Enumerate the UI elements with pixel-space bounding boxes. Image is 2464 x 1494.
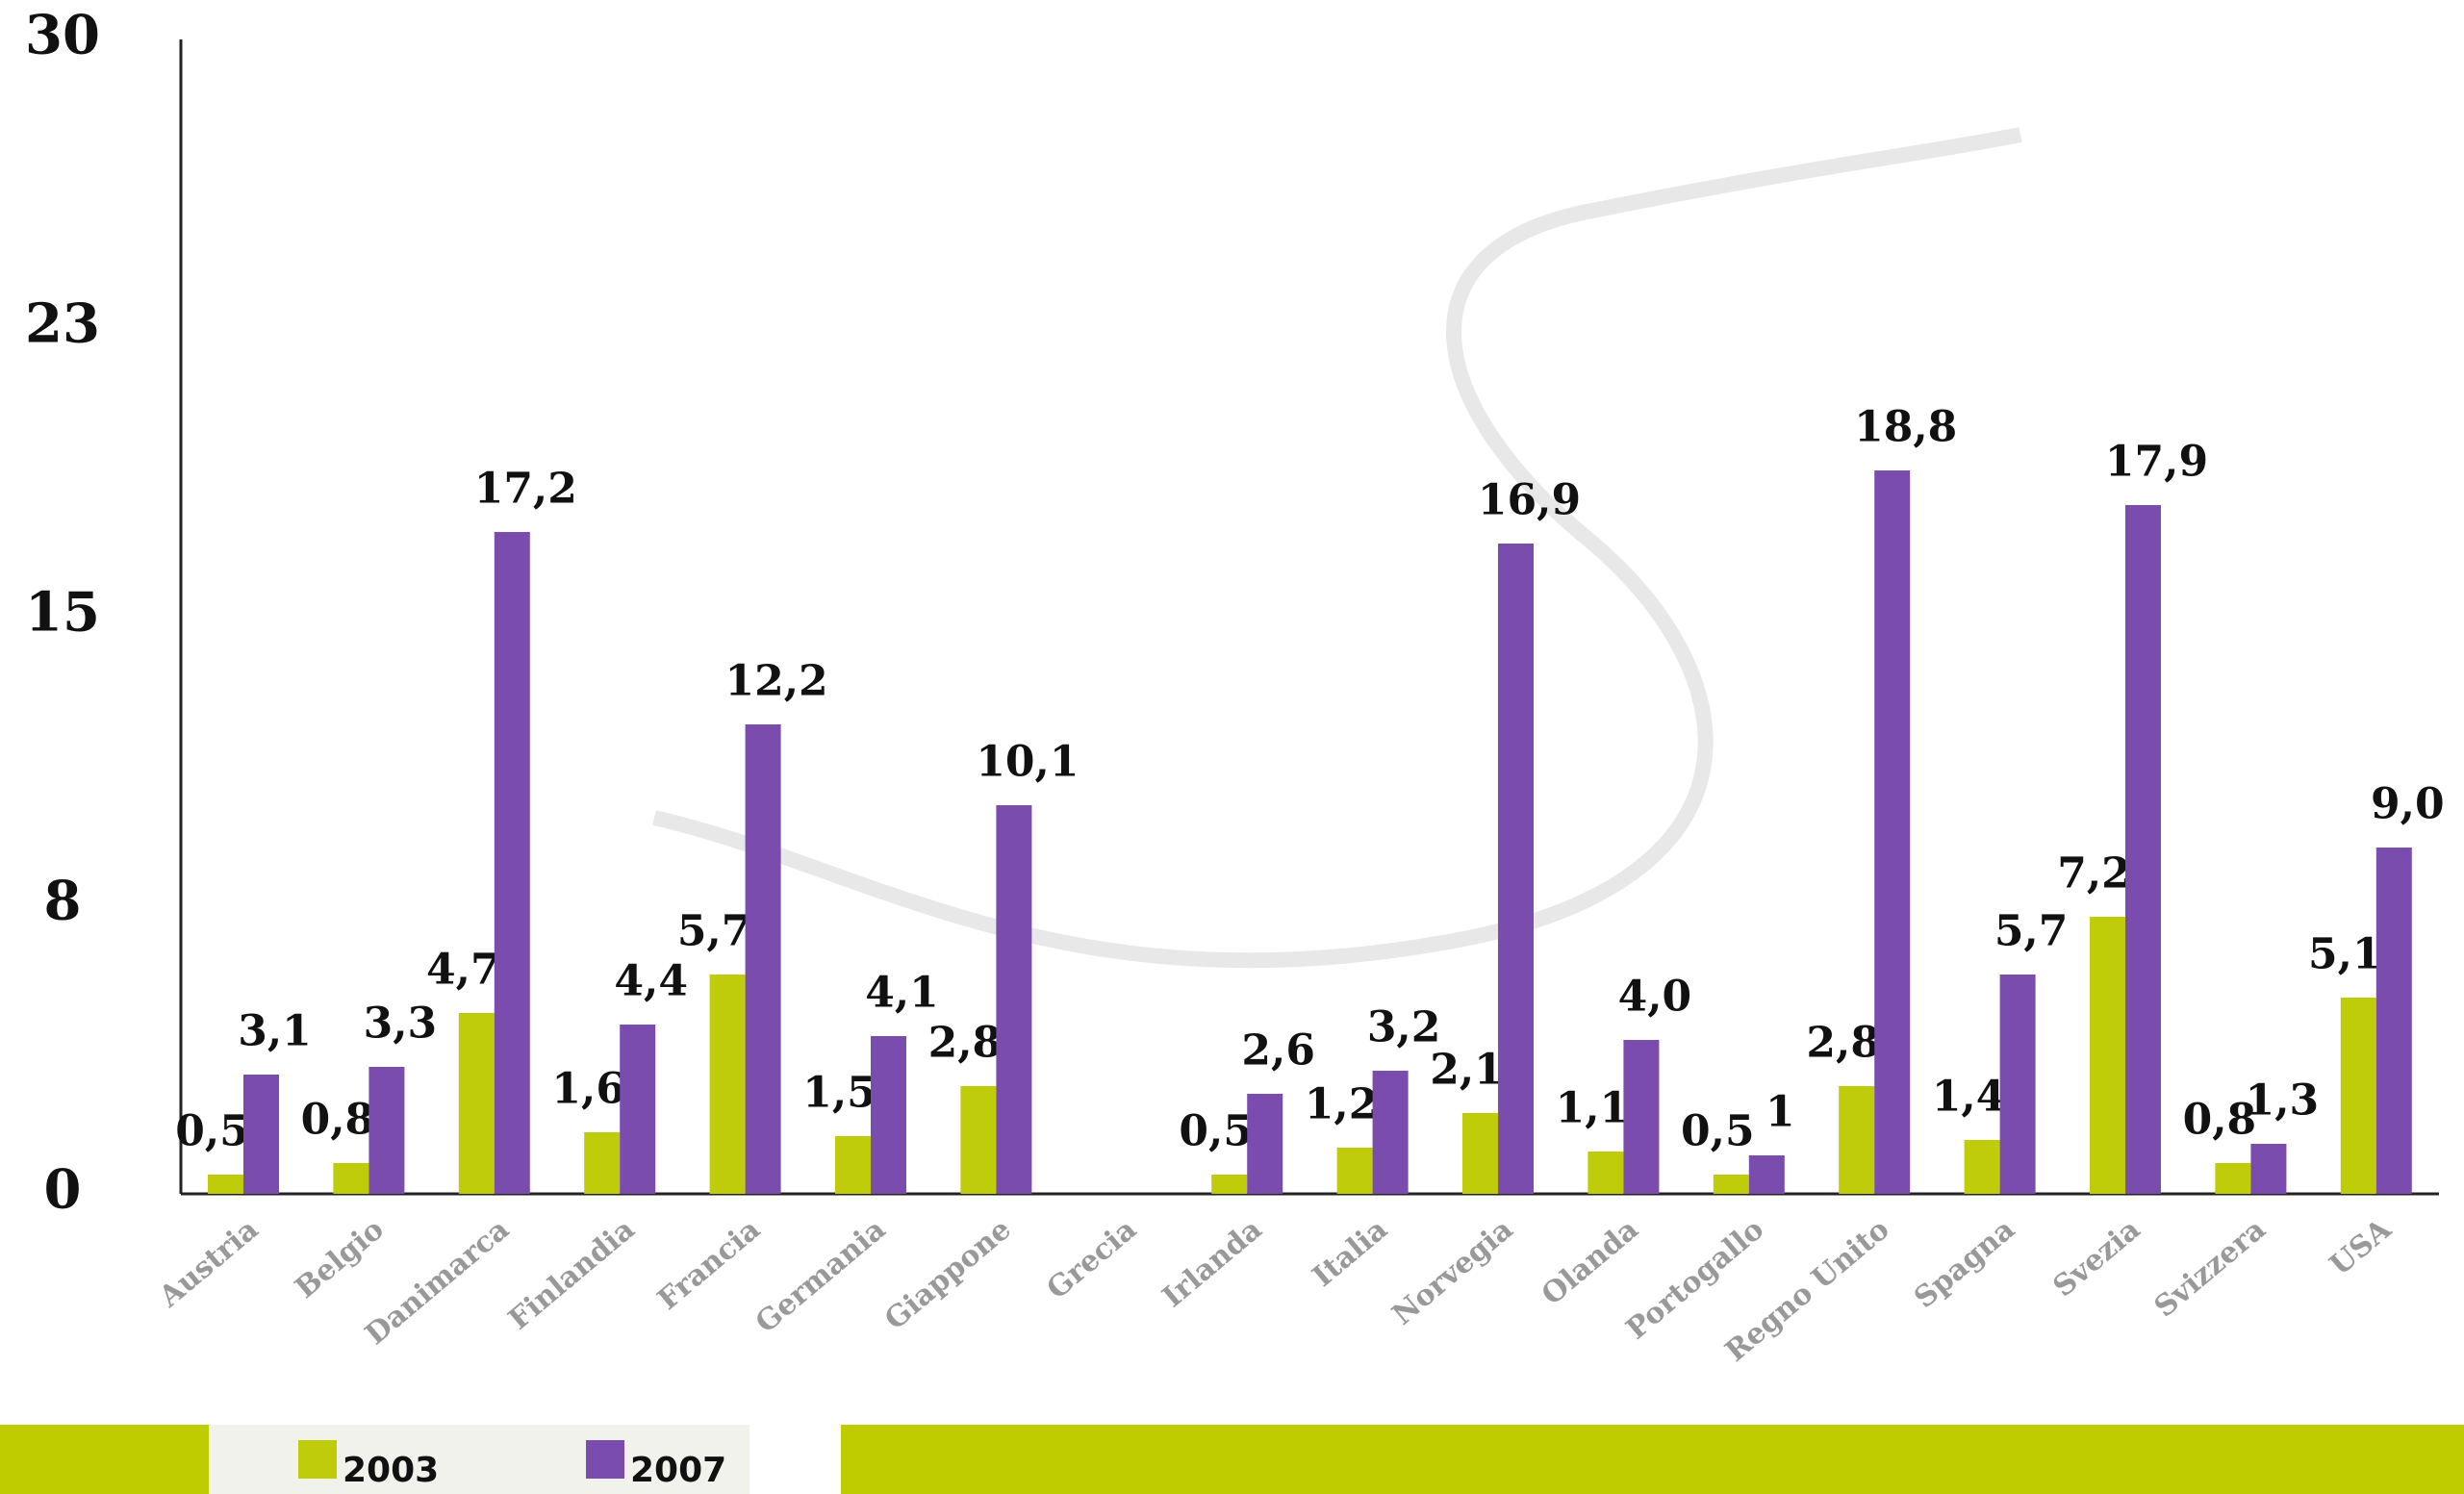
value-label: 1	[1765, 1088, 1795, 1137]
bar	[1748, 1155, 1785, 1194]
x-tick-label: USA	[2324, 1212, 2399, 1282]
x-tick-label: Austria	[152, 1212, 265, 1314]
bar	[2090, 917, 2125, 1194]
bar	[871, 1036, 906, 1194]
bar	[835, 1136, 871, 1194]
value-label: 0,8	[301, 1096, 375, 1145]
bar	[1839, 1086, 1875, 1194]
bar	[2340, 998, 2376, 1194]
value-label: 1,5	[802, 1069, 876, 1118]
x-tick-label: Svezia	[2047, 1212, 2147, 1304]
value-label: 4,0	[1618, 973, 1692, 1022]
value-label: 18,8	[1854, 403, 1957, 452]
value-label: 12,2	[725, 657, 828, 706]
value-label: 16,9	[1478, 476, 1581, 525]
legend-swatch	[586, 1440, 624, 1479]
y-tick-label: 23	[25, 292, 100, 356]
bar	[1372, 1071, 1409, 1194]
bar	[960, 1086, 997, 1194]
x-tick-label: Norvegia	[1386, 1212, 1520, 1331]
bar	[1999, 975, 2036, 1194]
bar	[1588, 1152, 1624, 1194]
y-tick-label: 15	[25, 581, 100, 645]
value-label: 1,4	[1932, 1073, 2006, 1122]
bar	[2375, 848, 2412, 1194]
bar	[1713, 1175, 1749, 1194]
decor-cable	[652, 127, 2022, 969]
bar	[2215, 1163, 2251, 1194]
value-label: 5,1	[2308, 930, 2382, 979]
value-label: 5,7	[677, 907, 751, 956]
bar	[1247, 1094, 1283, 1194]
bar	[333, 1163, 369, 1194]
bar	[243, 1075, 279, 1194]
legend-label: 2003	[343, 1451, 439, 1490]
bar	[368, 1067, 405, 1194]
value-label: 0,5	[175, 1107, 249, 1156]
bar	[1462, 1113, 1498, 1194]
y-tick-label: 0	[44, 1158, 82, 1222]
value-label: 9,0	[2371, 780, 2445, 829]
value-label: 2,6	[1241, 1026, 1315, 1076]
bar	[1623, 1040, 1660, 1194]
x-tick-label: Irlanda	[1156, 1212, 1269, 1314]
bar	[996, 805, 1032, 1194]
value-label: 2,1	[1430, 1046, 1504, 1095]
x-tick-label: Spagna	[1908, 1212, 2021, 1315]
value-label: 4,4	[614, 957, 688, 1006]
value-label: 10,1	[976, 738, 1079, 787]
x-tick-label: Svizzera	[2148, 1212, 2273, 1324]
value-label: 4,1	[865, 969, 939, 1018]
x-tick-label: Germania	[749, 1212, 892, 1339]
value-label: 17,2	[474, 465, 577, 514]
bar	[745, 724, 781, 1194]
bar	[1964, 1140, 2000, 1194]
bar	[2125, 505, 2161, 1194]
bar	[584, 1132, 621, 1194]
value-label: 3,1	[238, 1007, 312, 1056]
x-tick-label: Italia	[1307, 1212, 1394, 1293]
value-label: 3,3	[364, 1000, 438, 1049]
bar	[1874, 470, 1911, 1194]
footer-band	[841, 1425, 2464, 1494]
x-tick-label: Olanda	[1536, 1212, 1645, 1311]
bar	[458, 1013, 495, 1194]
value-label: 4,7	[426, 946, 500, 995]
bar	[2250, 1144, 2287, 1194]
x-tick-label: Grecia	[1041, 1212, 1143, 1305]
value-label: 3,2	[1367, 1003, 1441, 1052]
value-label: 1,1	[1556, 1084, 1630, 1133]
value-label: 2,8	[1806, 1019, 1880, 1068]
bar	[709, 975, 746, 1194]
bar	[1211, 1175, 1248, 1194]
footer-band	[0, 1425, 209, 1494]
bar	[1336, 1148, 1373, 1194]
value-label: 7,2	[2057, 849, 2131, 899]
y-tick-label: 8	[44, 870, 82, 933]
bar	[1498, 544, 1534, 1194]
value-label: 2,8	[928, 1019, 1003, 1068]
y-tick-label: 30	[25, 4, 100, 67]
x-tick-label: Giappone	[878, 1212, 1018, 1336]
legend-label: 2007	[630, 1451, 726, 1490]
value-label: 1,2	[1305, 1080, 1379, 1129]
bar	[620, 1025, 656, 1194]
bar	[208, 1175, 243, 1194]
value-label: 0,5	[1179, 1107, 1253, 1156]
value-label: 1,3	[2246, 1076, 2320, 1126]
x-tick-label: Belgio	[289, 1212, 390, 1304]
legend-swatch	[298, 1440, 337, 1479]
value-label: 17,9	[2105, 438, 2208, 487]
x-tick-label: Finlandia	[502, 1212, 641, 1336]
bar	[494, 532, 530, 1194]
x-tick-label: Francia	[651, 1212, 767, 1316]
value-label: 0,5	[1681, 1107, 1755, 1156]
value-label: 0,8	[2183, 1096, 2257, 1145]
value-label: 1,6	[551, 1065, 625, 1114]
value-label: 5,7	[1994, 907, 2069, 956]
